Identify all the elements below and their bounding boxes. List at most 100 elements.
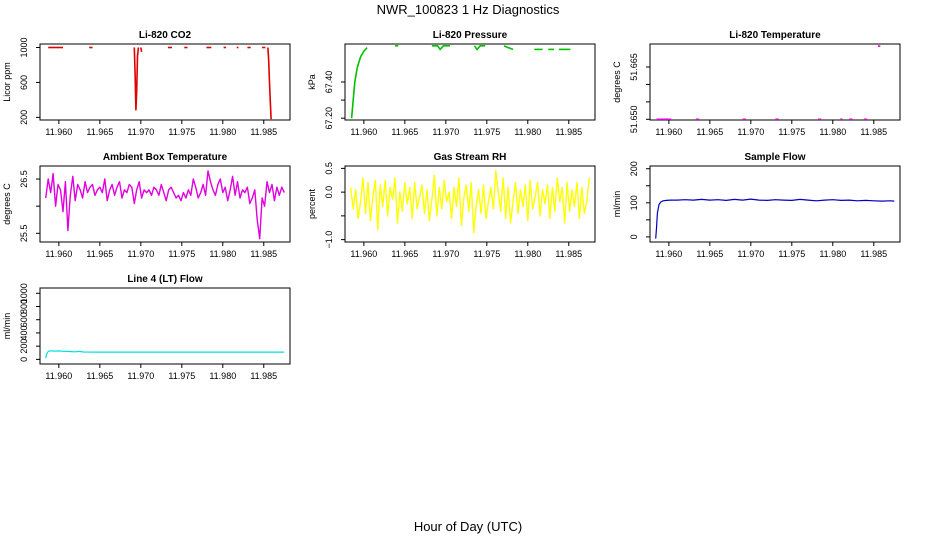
x-tick-label: 11.970 xyxy=(432,249,459,259)
x-tick-label: 11.980 xyxy=(209,249,236,259)
x-tick-label: 11.985 xyxy=(250,249,277,259)
x-tick-label: 11.980 xyxy=(819,249,846,259)
x-tick-label: 11.980 xyxy=(819,127,846,137)
panel-title: Sample Flow xyxy=(744,152,805,163)
panel-co2: Li-820 CO2 Licor ppm 11.960 11.965 11.970 11.… xyxy=(2,30,291,137)
x-tick-label: 11.985 xyxy=(860,127,887,137)
panel-line4_flow: Line 4 (LT) Flow ml/min 11.960 11.965 11.970… xyxy=(2,274,291,381)
y-tick-label: 1000 xyxy=(19,283,29,303)
x-tick-label: 11.985 xyxy=(555,127,582,137)
series-segment xyxy=(140,47,143,53)
x-tick-label: 11.975 xyxy=(168,371,195,381)
series-segment xyxy=(473,44,486,51)
panel-title: Gas Stream RH xyxy=(434,152,507,163)
figure-xlabel: Hour of Day (UTC) xyxy=(414,519,522,534)
series-line xyxy=(45,350,285,359)
x-tick-label: 11.980 xyxy=(209,127,236,137)
x-tick-label: 11.965 xyxy=(391,249,418,259)
series-segment xyxy=(431,44,450,51)
x-tick-label: 11.960 xyxy=(350,249,377,259)
x-tick-label: 11.965 xyxy=(86,371,113,381)
y-tick-label: 67.40 xyxy=(324,71,334,94)
x-tick-label: 11.985 xyxy=(250,127,277,137)
x-tick-label: 11.980 xyxy=(514,249,541,259)
plot-frame xyxy=(649,165,901,243)
plot-frame xyxy=(39,43,291,121)
y-tick-label: 200 xyxy=(19,339,29,354)
panel-box_temp: Ambient Box Temperature degrees C 11.960 11… xyxy=(2,152,291,259)
x-tick-label: 11.985 xyxy=(250,371,277,381)
x-tick-label: 11.965 xyxy=(86,127,113,137)
y-tick-label: 600 xyxy=(19,75,29,90)
x-tick-label: 11.975 xyxy=(168,127,195,137)
x-tick-label: 11.965 xyxy=(696,249,723,259)
plot-frame xyxy=(344,43,596,121)
x-tick-label: 11.960 xyxy=(45,249,72,259)
y-tick-label: 1000 xyxy=(19,37,29,57)
y-axis-label: ml/min xyxy=(2,313,12,340)
y-axis-label: degrees C xyxy=(612,61,622,103)
panel-rh: Gas Stream RH percent 11.960 11.965 11.970 11… xyxy=(307,152,596,259)
x-tick-label: 11.975 xyxy=(778,249,805,259)
panel-title: Ambient Box Temperature xyxy=(103,152,228,163)
x-tick-label: 11.970 xyxy=(737,127,764,137)
panel-title: Li-820 Pressure xyxy=(433,30,508,41)
x-tick-label: 11.985 xyxy=(555,249,582,259)
x-tick-label: 11.965 xyxy=(391,127,418,137)
y-tick-label: −1.0 xyxy=(324,231,334,249)
y-axis-label: kPa xyxy=(307,74,317,90)
y-tick-label: 0 xyxy=(19,357,29,362)
plot-frame xyxy=(649,43,901,121)
x-tick-label: 11.970 xyxy=(737,249,764,259)
panel-title: Li-820 Temperature xyxy=(729,30,821,41)
y-axis-label: Licor ppm xyxy=(2,62,12,102)
panel-title: Line 4 (LT) Flow xyxy=(127,274,203,285)
y-tick-label: 0.5 xyxy=(324,162,334,175)
panel-pressure: Li-820 Pressure kPa 11.960 11.965 11.970 11.9… xyxy=(307,30,596,137)
plot-frame xyxy=(39,165,291,243)
x-tick-label: 11.970 xyxy=(127,249,154,259)
x-tick-label: 11.960 xyxy=(45,371,72,381)
x-tick-label: 11.975 xyxy=(168,249,195,259)
y-tick-label: 51.665 xyxy=(629,53,639,81)
y-tick-label: 0 xyxy=(629,234,639,239)
series-segment xyxy=(503,45,514,51)
y-tick-label: 400 xyxy=(19,325,29,340)
x-tick-label: 11.970 xyxy=(127,371,154,381)
x-tick-label: 11.960 xyxy=(655,249,682,259)
series-segment xyxy=(133,47,140,111)
panel-temperature: Li-820 Temperature degrees C 11.960 11.965 1… xyxy=(612,30,901,137)
y-tick-label: 26.5 xyxy=(19,170,29,188)
y-axis-label: percent xyxy=(307,188,317,219)
y-tick-label: 200 xyxy=(629,161,639,176)
series-segment xyxy=(350,47,368,119)
y-axis-label: degrees C xyxy=(2,183,12,225)
x-tick-label: 11.975 xyxy=(473,127,500,137)
x-tick-label: 11.980 xyxy=(514,127,541,137)
x-tick-label: 11.960 xyxy=(350,127,377,137)
series-line xyxy=(45,170,285,240)
y-tick-label: 51.650 xyxy=(629,106,639,134)
y-tick-label: 800 xyxy=(19,299,29,314)
y-tick-label: 25.5 xyxy=(19,225,29,243)
y-tick-label: 0.0 xyxy=(324,186,334,199)
panel-sample_flow: Sample Flow ml/min 11.960 11.965 11.970 11.97… xyxy=(612,152,901,259)
y-tick-label: 200 xyxy=(19,110,29,125)
y-axis-label: ml/min xyxy=(612,191,622,218)
x-tick-label: 11.965 xyxy=(86,249,113,259)
panel-title: Li-820 CO2 xyxy=(139,30,192,41)
figure-title: NWR_100823 1 Hz Diagnostics xyxy=(377,2,560,17)
x-tick-label: 11.960 xyxy=(655,127,682,137)
series-segment xyxy=(267,47,272,120)
x-tick-label: 11.970 xyxy=(432,127,459,137)
series-line xyxy=(655,198,895,239)
y-tick-label: 67.20 xyxy=(324,107,334,130)
x-tick-label: 11.985 xyxy=(860,249,887,259)
y-tick-label: 600 xyxy=(19,312,29,327)
y-tick-label: 100 xyxy=(629,195,639,210)
series-line xyxy=(350,170,590,234)
plot-frame xyxy=(39,287,291,365)
x-tick-label: 11.975 xyxy=(778,127,805,137)
x-tick-label: 11.960 xyxy=(45,127,72,137)
